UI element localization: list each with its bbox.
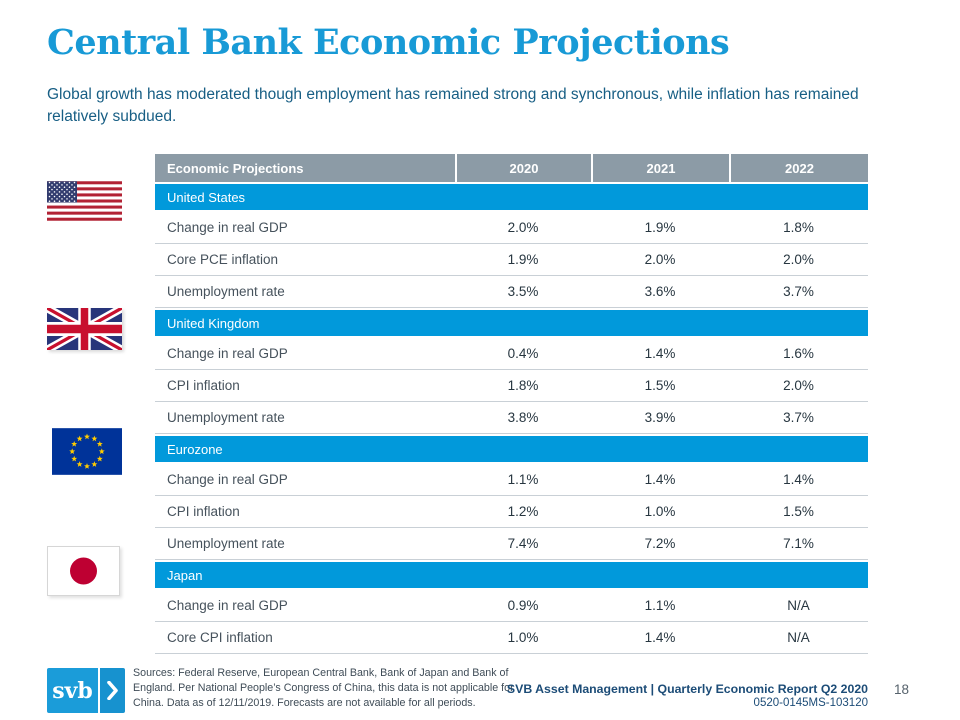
japan-flag [47, 546, 120, 596]
table-header-label: Economic Projections [167, 160, 304, 176]
row-value: 1.9% [507, 252, 539, 267]
row-value: 2.0% [644, 252, 676, 267]
projections-table: Economic Projections 2020 2021 2022 Unit… [155, 154, 868, 654]
row-value: 3.7% [783, 284, 814, 299]
sources-line: England. Per National People’s Congress … [133, 681, 514, 694]
us-flag [47, 180, 122, 222]
table-row: Unemployment rate 7.4% 7.2% 7.1% [155, 528, 868, 560]
table-row: Unemployment rate 3.5% 3.6% 3.7% [155, 276, 868, 308]
row-value: 1.2% [507, 504, 539, 519]
sources-line: Sources: Federal Reserve, European Centr… [133, 667, 509, 679]
row-value: 7.2% [644, 536, 676, 551]
row-value: 1.4% [644, 472, 676, 487]
row-label: Change in real GDP [167, 346, 288, 361]
row-value: N/A [787, 598, 810, 613]
table-row: Core CPI inflation 1.0% 1.4% N/A [155, 622, 868, 654]
page-title: Central Bank Economic Projections [47, 22, 730, 63]
row-value: 3.7% [783, 410, 814, 425]
row-value: 2.0% [507, 220, 539, 235]
column-header-2020: 2020 [455, 154, 591, 182]
row-value: 1.1% [507, 472, 539, 487]
row-value: 3.6% [644, 284, 676, 299]
row-value: 0.4% [507, 346, 539, 361]
table-row: Core PCE inflation 1.9% 2.0% 2.0% [155, 244, 868, 276]
table-row: Change in real GDP 2.0% 1.9% 1.8% [155, 212, 868, 244]
table-row: Change in real GDP 1.1% 1.4% 1.4% [155, 464, 868, 496]
projections-table-body: United States Change in real GDP 2.0% 1.9% 1… [155, 184, 868, 654]
row-value: 3.9% [644, 410, 676, 425]
row-value: 0.9% [507, 598, 539, 613]
row-value: 3.8% [507, 410, 539, 425]
row-label: Unemployment rate [167, 284, 285, 299]
document-code: 0520-0145MS-103120 [753, 697, 868, 709]
uk-flag [47, 308, 122, 350]
subtitle: Global growth has moderated though emplo… [47, 86, 859, 125]
column-header-2021: 2021 [591, 154, 729, 182]
row-value: 1.1% [644, 598, 676, 613]
page-number: 18 [894, 682, 910, 697]
row-value: 2.0% [783, 252, 814, 267]
row-value: 7.4% [507, 536, 539, 551]
table-row: Unemployment rate 3.8% 3.9% 3.7% [155, 402, 868, 434]
row-label: Change in real GDP [167, 472, 288, 487]
table-row: CPI inflation 1.8% 1.5% 2.0% [155, 370, 868, 402]
row-value: 3.5% [507, 284, 539, 299]
row-value: N/A [787, 630, 810, 645]
table-header-row: Economic Projections 2020 2021 2022 [155, 154, 868, 182]
row-value: 7.1% [783, 536, 814, 551]
logo-divider [98, 668, 100, 713]
row-value: 1.4% [644, 630, 676, 645]
row-value: 1.9% [644, 220, 676, 235]
row-value: 1.8% [507, 378, 539, 393]
row-value: 1.0% [644, 504, 676, 519]
column-header-2022: 2022 [729, 154, 868, 182]
report-title: SVB Asset Management | Quarterly Economi… [506, 682, 868, 696]
section-header-united-states: United States [155, 184, 868, 210]
row-label: Core PCE inflation [167, 252, 279, 267]
row-value: 1.5% [644, 378, 676, 393]
table-row: Change in real GDP 0.4% 1.4% 1.6% [155, 338, 868, 370]
row-value: 1.5% [783, 504, 814, 519]
report-reference: SVB Asset Management | Quarterly Economi… [507, 682, 868, 709]
row-label: CPI inflation [167, 378, 240, 393]
svb-logo: svb [47, 668, 125, 713]
section-header-japan: Japan [155, 562, 868, 588]
row-value: 1.6% [783, 346, 814, 361]
chevron-right-icon [100, 668, 125, 713]
row-label: CPI inflation [167, 504, 240, 519]
sources-note: Sources: Federal Reserve, European Centr… [133, 666, 514, 711]
section-header-eurozone: Eurozone [155, 436, 868, 462]
row-label: Change in real GDP [167, 598, 288, 613]
row-label: Unemployment rate [167, 536, 285, 551]
row-value: 1.4% [783, 472, 814, 487]
row-label: Change in real GDP [167, 220, 288, 235]
row-value: 1.0% [507, 630, 539, 645]
row-label: Core CPI inflation [167, 630, 273, 645]
sources-line: China. Data as of 12/11/2019. Forecasts … [133, 696, 476, 709]
section-header-united-kingdom: United Kingdom [155, 310, 868, 336]
eu-flag [52, 428, 122, 475]
row-value: 1.4% [644, 346, 676, 361]
table-row: Change in real GDP 0.9% 1.1% N/A [155, 590, 868, 622]
row-label: Unemployment rate [167, 410, 285, 425]
row-value: 2.0% [783, 378, 814, 393]
row-value: 1.8% [783, 220, 814, 235]
svb-logo-text: svb [47, 668, 98, 713]
table-row: CPI inflation 1.2% 1.0% 1.5% [155, 496, 868, 528]
